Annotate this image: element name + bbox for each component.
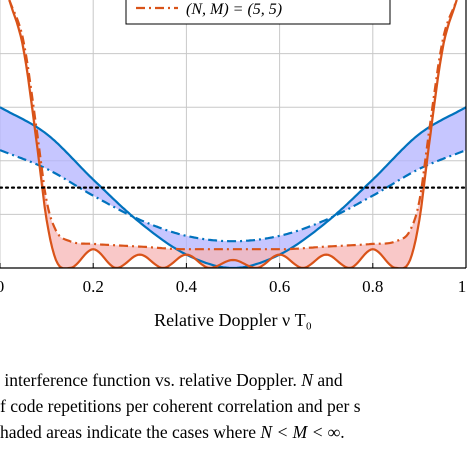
x-tick-label: 0.4 [176, 277, 198, 296]
legend-entry-label: (N, M) = (5, 5) [186, 1, 282, 18]
x-ticks: 0 0.2 0.4 0.6 0.8 1 [0, 263, 467, 296]
series-line-4 [8, 0, 458, 251]
series-line-1 [0, 106, 466, 268]
grid-lines [0, 0, 467, 268]
caption-symbol-n: N [301, 370, 313, 390]
caption-text: interference function vs. relative Doppl… [0, 370, 302, 390]
series-line-3 [8, 0, 458, 268]
x-tick-label: 1 [458, 277, 467, 296]
x-tick-label: 0.8 [362, 277, 383, 296]
caption-text: f code repetitions per coherent correlat… [0, 396, 361, 416]
caption-text: haded areas indicate the cases where [0, 422, 261, 442]
shaded-area [9, 0, 457, 268]
x-tick-label: 0 [0, 277, 4, 296]
caption-text: . [340, 422, 345, 442]
caption-inequality: N < M < ∞ [260, 422, 341, 442]
x-tick-label: 0.2 [83, 277, 104, 296]
x-tick-label: 0.6 [269, 277, 290, 296]
series-lines [0, 0, 466, 268]
caption-text: and [312, 370, 347, 390]
caption-line-2: f code repetitions per coherent correlat… [0, 394, 474, 419]
series-line-2 [0, 149, 466, 243]
legend: (N, M) = (5, 5) [125, 0, 391, 25]
caption-line-1: interference function vs. relative Doppl… [0, 368, 474, 393]
caption-line-3: haded areas indicate the cases where N <… [0, 420, 474, 445]
legend-box [125, 0, 391, 25]
shaded-areas [0, 0, 466, 268]
x-axis-label: Relative Doppler ν T₀ [154, 310, 312, 330]
